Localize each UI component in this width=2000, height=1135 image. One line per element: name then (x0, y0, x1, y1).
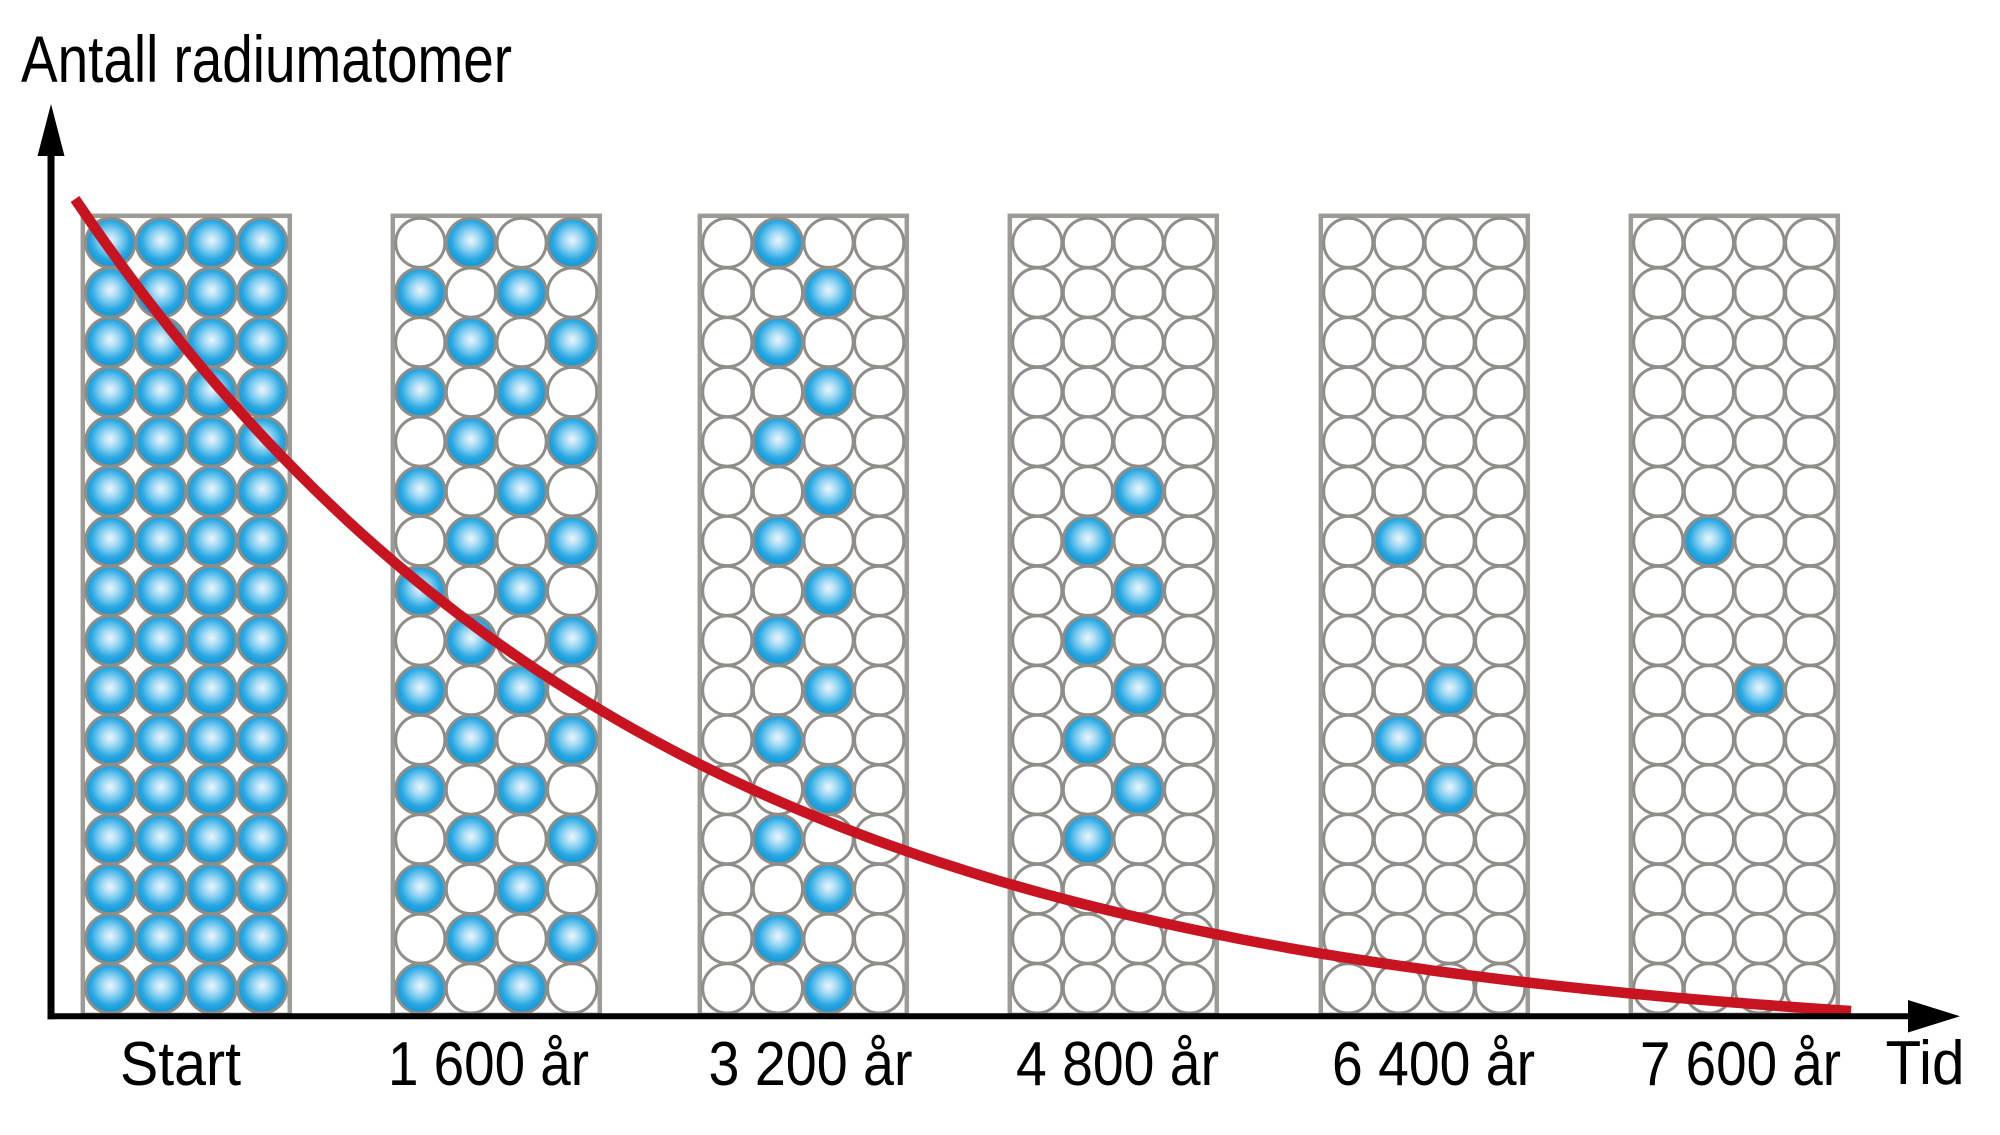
svg-text:Antall radiumatomer: Antall radiumatomer (21, 22, 512, 96)
svg-text:3 200 år: 3 200 år (709, 1030, 913, 1099)
svg-text:Start: Start (120, 1030, 241, 1099)
svg-text:4 800 år: 4 800 år (1016, 1030, 1219, 1099)
svg-text:Tid: Tid (1886, 1029, 1965, 1098)
svg-text:6 400 år: 6 400 år (1332, 1030, 1535, 1099)
svg-text:1 600 år: 1 600 år (388, 1030, 589, 1099)
svg-text:7 600 år: 7 600 år (1640, 1030, 1841, 1099)
